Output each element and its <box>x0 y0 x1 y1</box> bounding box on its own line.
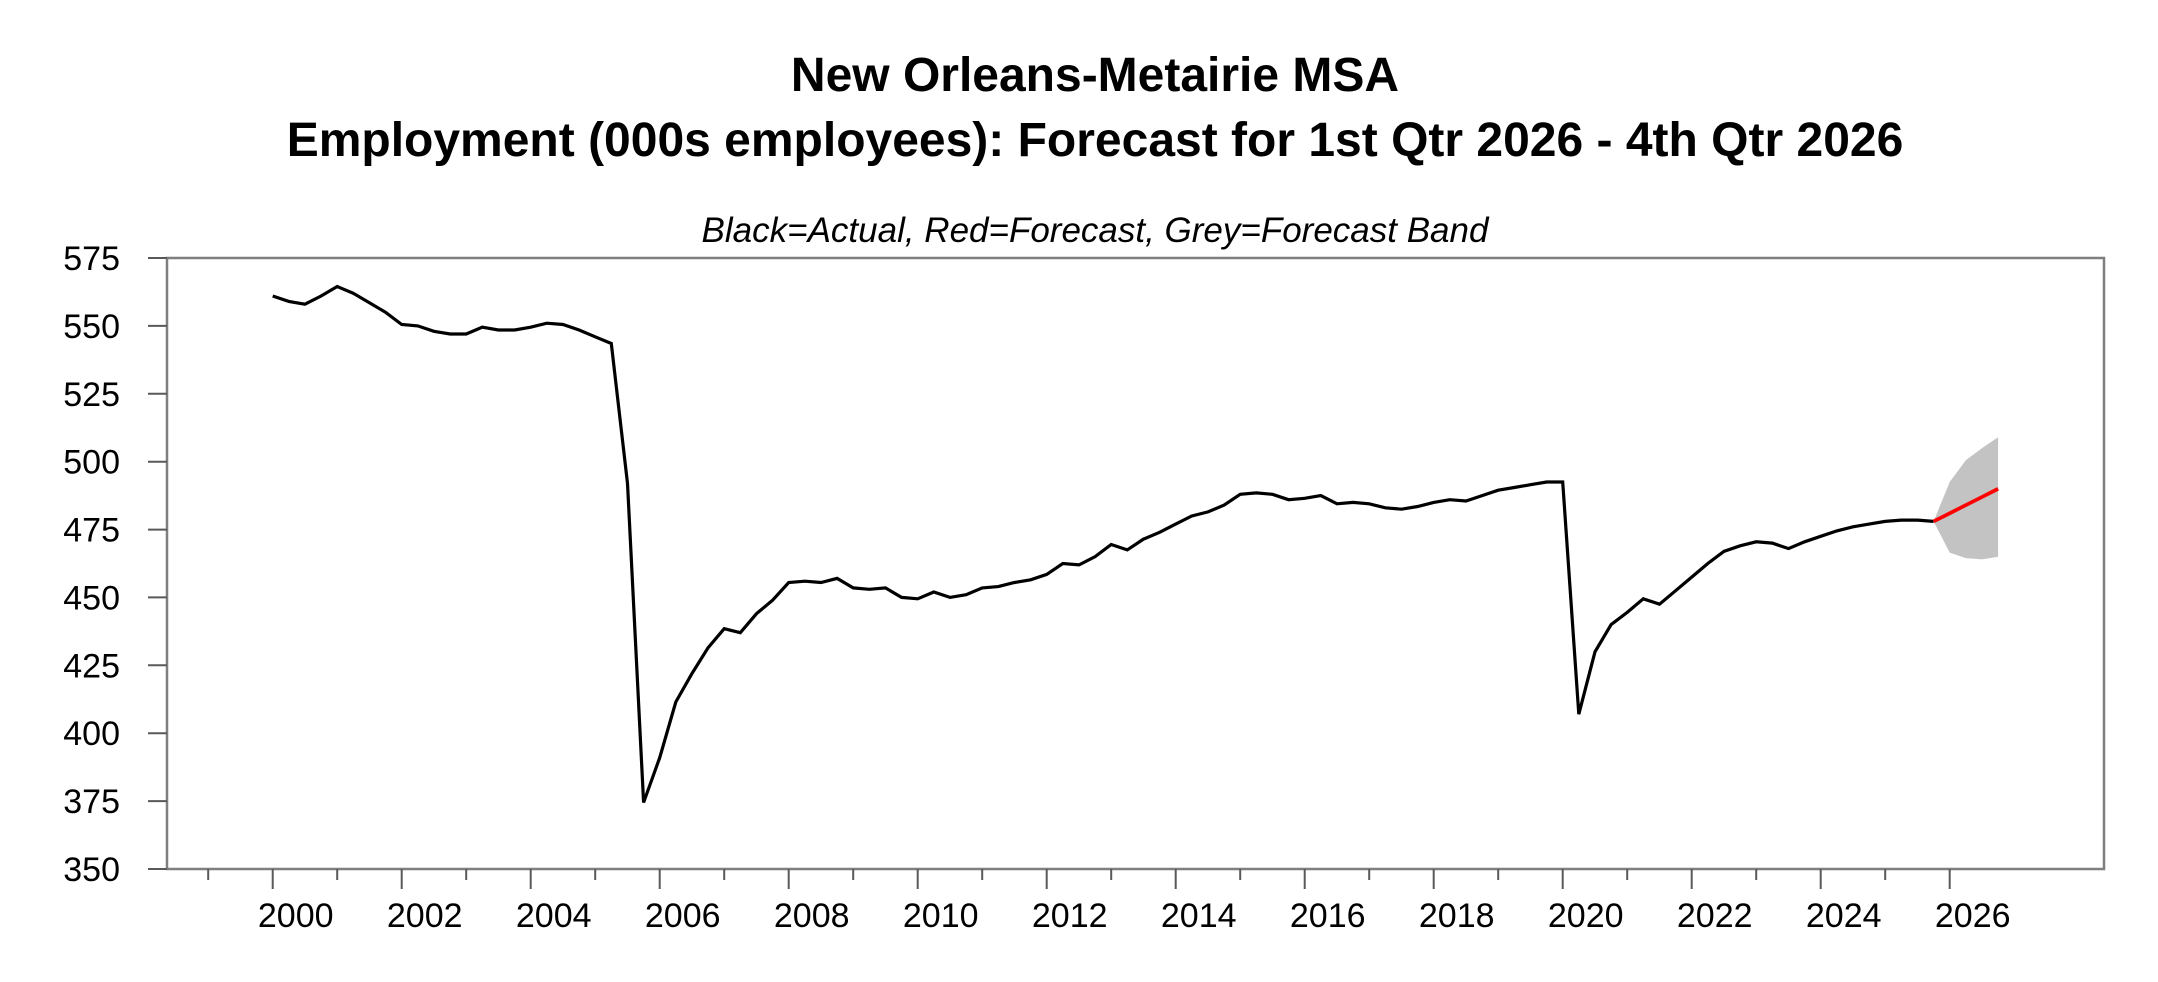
x-tick-label: 2004 <box>516 897 592 935</box>
x-tick-label: 2026 <box>1935 897 2011 935</box>
y-axis-ticks <box>148 257 167 870</box>
x-tick-label: 2022 <box>1677 897 1753 935</box>
y-tick-label: 400 <box>63 715 120 753</box>
y-tick-label: 525 <box>63 376 120 414</box>
chart-title-line1: New Orleans-Metairie MSA <box>791 49 1399 102</box>
x-tick-label: 2024 <box>1806 897 1882 935</box>
y-tick-label: 550 <box>63 308 120 346</box>
plot-border <box>165 256 2106 871</box>
forecast-line <box>1932 487 1999 524</box>
y-tick-label: 425 <box>63 647 120 685</box>
y-axis-labels: 350 375 400 425 450 475 500 525 550 575 <box>63 240 120 889</box>
x-axis-labels: 2000 2002 2004 2006 2008 2010 2012 2014 2016 2018… <box>258 897 2011 935</box>
forecast-band <box>1933 437 1999 560</box>
y-tick-label: 575 <box>63 240 120 278</box>
chart-title-line2: Employment (000s employees): Forecast fo… <box>287 114 1904 167</box>
y-tick-label: 475 <box>63 512 120 550</box>
x-tick-label: 2018 <box>1419 897 1495 935</box>
x-axis-ticks <box>207 869 1951 889</box>
x-tick-label: 2006 <box>645 897 721 935</box>
x-tick-label: 2020 <box>1548 897 1624 935</box>
x-tick-label: 2012 <box>1032 897 1108 935</box>
forecast-band-group <box>1933 437 1999 560</box>
y-tick-label: 375 <box>63 783 120 821</box>
chart-legend-note: Black=Actual, Red=Forecast, Grey=Forecas… <box>702 211 1490 250</box>
y-tick-label: 500 <box>63 444 120 482</box>
actual-line <box>272 284 1934 804</box>
x-tick-label: 2016 <box>1290 897 1366 935</box>
x-tick-label: 2010 <box>903 897 979 935</box>
x-tick-label: 2002 <box>387 897 463 935</box>
y-tick-label: 350 <box>63 851 120 889</box>
x-tick-label: 2000 <box>258 897 334 935</box>
x-tick-label: 2014 <box>1161 897 1237 935</box>
x-tick-label: 2008 <box>774 897 850 935</box>
y-tick-label: 450 <box>63 579 120 617</box>
